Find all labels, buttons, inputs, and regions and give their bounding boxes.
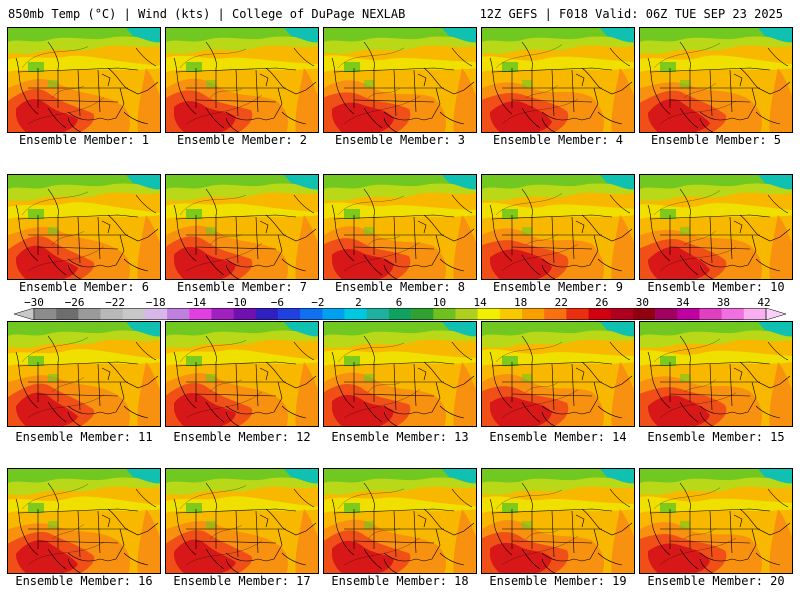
ensemble-member-caption: Ensemble Member: 3 (334, 133, 466, 147)
ensemble-map-panel (639, 174, 793, 280)
ensemble-map-panel (639, 468, 793, 574)
colorbar-swatch (344, 308, 368, 320)
colorbar-swatch (655, 308, 678, 320)
colorbar-tick-label: −14 (186, 296, 207, 309)
ensemble-map-panel (7, 468, 161, 574)
ensemble-member-caption: Ensemble Member: 6 (18, 280, 150, 294)
colorbar-swatch (721, 308, 745, 320)
ensemble-member-caption: Ensemble Member: 11 (15, 430, 153, 444)
colorbar-left-arrow (14, 308, 35, 320)
colorbar-tick-label: 22 (554, 296, 568, 309)
colorbar-tick-label: −22 (105, 296, 126, 309)
colorbar-swatch (411, 308, 434, 320)
colorbar-swatch (455, 308, 478, 320)
colorbar-swatch (233, 308, 257, 320)
ensemble-map-panel (165, 27, 319, 133)
colorbar-tick-label: −26 (64, 296, 85, 309)
colorbar-swatch (544, 308, 567, 320)
colorbar-swatch (34, 308, 57, 320)
colorbar-swatch (211, 308, 234, 320)
header: 850mb Temp (°C) | Wind (kts) | College o… (0, 0, 800, 24)
ensemble-map-panel (639, 27, 793, 133)
ensemble-map-panel (323, 468, 477, 574)
ensemble-member-caption: Ensemble Member: 2 (176, 133, 308, 147)
colorbar-tick-label: 2 (355, 296, 362, 309)
colorbar-swatch (167, 308, 190, 320)
colorbar-swatch (56, 308, 79, 320)
colorbar-swatch (499, 308, 523, 320)
ensemble-map-panel (481, 174, 635, 280)
colorbar-swatch (78, 308, 101, 320)
ensemble-map-panel (323, 174, 477, 280)
colorbar-tick-label: 6 (395, 296, 403, 309)
ensemble-map-panel (165, 468, 319, 574)
colorbar-tick-label: 18 (514, 296, 528, 309)
ensemble-map-panel (165, 174, 319, 280)
colorbar-tick-label: −10 (226, 296, 247, 309)
colorbar-tick-label: 42 (757, 296, 771, 309)
ensemble-member-caption: Ensemble Member: 18 (331, 574, 469, 588)
ensemble-map-panel (481, 321, 635, 427)
ensemble-member-caption: Ensemble Member: 5 (650, 133, 782, 147)
colorbar-tick-label: −30 (24, 296, 44, 309)
colorbar-swatch (477, 308, 501, 320)
colorbar-tick-label: 38 (716, 296, 731, 309)
colorbar-swatch (433, 308, 456, 320)
colorbar-tick-label: −18 (145, 296, 166, 309)
ensemble-map-panel (7, 174, 161, 280)
colorbar-swatch (100, 308, 124, 320)
colorbar-swatch (632, 308, 656, 320)
colorbar-swatch (300, 308, 323, 320)
colorbar-right-arrow (765, 308, 786, 320)
colorbar-swatch (588, 308, 612, 320)
ensemble-map-panel (7, 321, 161, 427)
colorbar-tick-label: 30 (635, 296, 649, 309)
ensemble-member-caption: Ensemble Member: 17 (173, 574, 311, 588)
ensemble-map-panel (323, 27, 477, 133)
ensemble-member-caption: Ensemble Member: 14 (489, 430, 627, 444)
colorbar-outline (33, 308, 767, 320)
ensemble-member-caption: Ensemble Member: 1 (18, 133, 150, 147)
colorbar-swatch (144, 308, 168, 320)
colorbar-swatch (699, 308, 722, 320)
ensemble-member-caption: Ensemble Member: 20 (647, 574, 785, 588)
colorbar-swatch (255, 308, 279, 320)
colorbar (14, 308, 786, 320)
colorbar-swatch (522, 308, 545, 320)
ensemble-member-caption: Ensemble Member: 9 (492, 280, 624, 294)
colorbar-swatch (189, 308, 212, 320)
ensemble-map-panel (481, 468, 635, 574)
colorbar-tick-label: 26 (595, 296, 609, 309)
ensemble-map-panel (639, 321, 793, 427)
colorbar-swatch (322, 308, 345, 320)
colorbar-swatch (677, 308, 700, 320)
ensemble-member-caption: Ensemble Member: 19 (489, 574, 627, 588)
colorbar-tick-label: 34 (676, 296, 690, 309)
colorbar-tick-label: 10 (432, 296, 447, 309)
ensemble-member-caption: Ensemble Member: 7 (176, 280, 308, 294)
title-right: 12Z GEFS | F018 Valid: 06Z TUE SEP 23 20… (479, 7, 783, 21)
ensemble-map-panel (323, 321, 477, 427)
colorbar-swatch (610, 308, 634, 320)
colorbar-swatch (566, 308, 589, 320)
colorbar-swatch (743, 308, 767, 320)
ensemble-member-caption: Ensemble Member: 16 (15, 574, 153, 588)
colorbar-tick-label: 14 (473, 296, 487, 309)
title-left: 850mb Temp (°C) | Wind (kts) | College o… (8, 7, 406, 21)
ensemble-member-caption: Ensemble Member: 13 (331, 430, 469, 444)
ensemble-member-caption: Ensemble Member: 8 (334, 280, 466, 294)
colorbar-swatch (366, 308, 390, 320)
ensemble-member-caption: Ensemble Member: 12 (173, 430, 311, 444)
colorbar-tick-label: −2 (311, 296, 325, 309)
ensemble-member-caption: Ensemble Member: 10 (647, 280, 785, 294)
ensemble-map-panel (7, 27, 161, 133)
ensemble-member-caption: Ensemble Member: 15 (647, 430, 785, 444)
ensemble-map-panel (165, 321, 319, 427)
ensemble-map-panel (481, 27, 635, 133)
colorbar-swatch (122, 308, 146, 320)
ensemble-member-caption: Ensemble Member: 4 (492, 133, 624, 147)
colorbar-tick-label: −6 (270, 296, 284, 309)
colorbar-swatch (278, 308, 301, 320)
colorbar-swatch (388, 308, 412, 320)
